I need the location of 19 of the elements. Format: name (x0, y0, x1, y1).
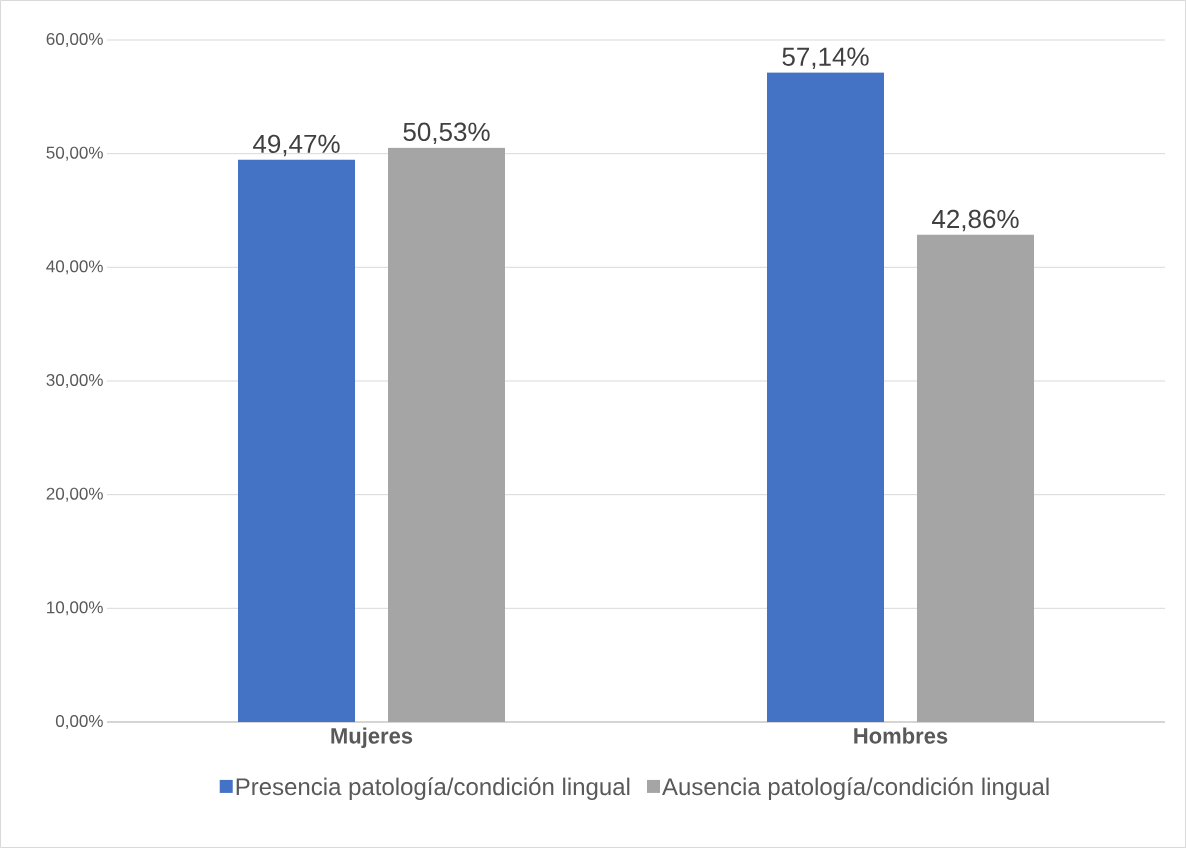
legend-label: Ausencia patología/condición lingual (662, 777, 1049, 800)
y-tick-label: 40,00% (46, 260, 103, 275)
data-label: 42,86% (932, 209, 1019, 232)
bar (767, 72, 884, 722)
y-tick-label: 30,00% (46, 373, 103, 389)
data-label: 49,47% (253, 134, 340, 157)
bar (916, 234, 1034, 722)
y-tick-label: 60,00% (46, 32, 103, 48)
y-tick-label: 50,00% (46, 146, 103, 161)
data-label: 57,14% (782, 47, 869, 69)
bar (238, 159, 355, 722)
data-label: 50,53% (403, 122, 490, 145)
y-tick-label: 0,00% (55, 714, 103, 730)
x-tick-label: Mujeres (331, 727, 413, 749)
x-tick-label: Hombres (854, 727, 948, 744)
bar (388, 147, 505, 722)
y-tick-label: 20,00% (46, 487, 103, 502)
legend-label: Presencia patología/condición lingual (236, 777, 630, 800)
y-tick-label: 10,00% (47, 601, 103, 616)
